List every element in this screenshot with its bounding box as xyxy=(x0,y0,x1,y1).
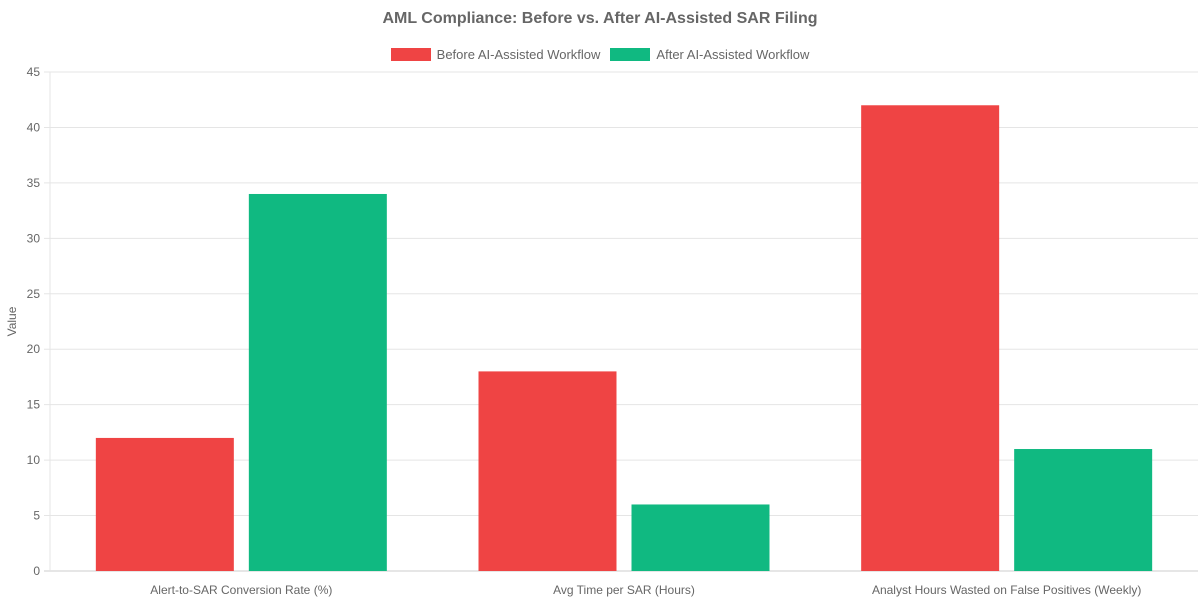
legend-label-before: Before AI-Assisted Workflow xyxy=(436,47,601,62)
y-tick-label: 20 xyxy=(27,342,41,356)
y-tick-label: 25 xyxy=(27,287,41,301)
y-tick-label: 15 xyxy=(27,398,41,412)
x-tick-label: Avg Time per SAR (Hours) xyxy=(553,583,695,597)
chart-title: AML Compliance: Before vs. After AI-Assi… xyxy=(382,10,818,27)
bar[interactable] xyxy=(1014,449,1153,571)
bar[interactable] xyxy=(95,437,234,571)
y-tick-label: 40 xyxy=(27,120,41,134)
y-tick-label: 0 xyxy=(33,564,40,578)
bar[interactable] xyxy=(248,193,387,571)
legend: Before AI-Assisted Workflow After AI-Ass… xyxy=(0,47,1200,62)
legend-item-before[interactable]: Before AI-Assisted Workflow xyxy=(390,47,601,62)
y-tick-label: 35 xyxy=(27,176,41,190)
legend-swatch-after xyxy=(610,48,651,61)
y-tick-label: 45 xyxy=(27,65,41,79)
x-tick-label: Analyst Hours Wasted on False Positives … xyxy=(872,583,1141,597)
legend-label-after: After AI-Assisted Workflow xyxy=(656,47,810,62)
y-tick-label: 30 xyxy=(27,231,41,245)
y-axis-label: Value xyxy=(5,306,19,336)
bar[interactable] xyxy=(478,371,617,571)
legend-swatch-before xyxy=(390,48,431,61)
x-tick-label: Alert-to-SAR Conversion Rate (%) xyxy=(150,583,332,597)
y-tick-label: 10 xyxy=(27,453,41,467)
y-tick-label: 5 xyxy=(33,509,40,523)
legend-item-after[interactable]: After AI-Assisted Workflow xyxy=(610,47,809,62)
bar[interactable] xyxy=(861,105,1000,572)
bar[interactable] xyxy=(631,504,770,571)
